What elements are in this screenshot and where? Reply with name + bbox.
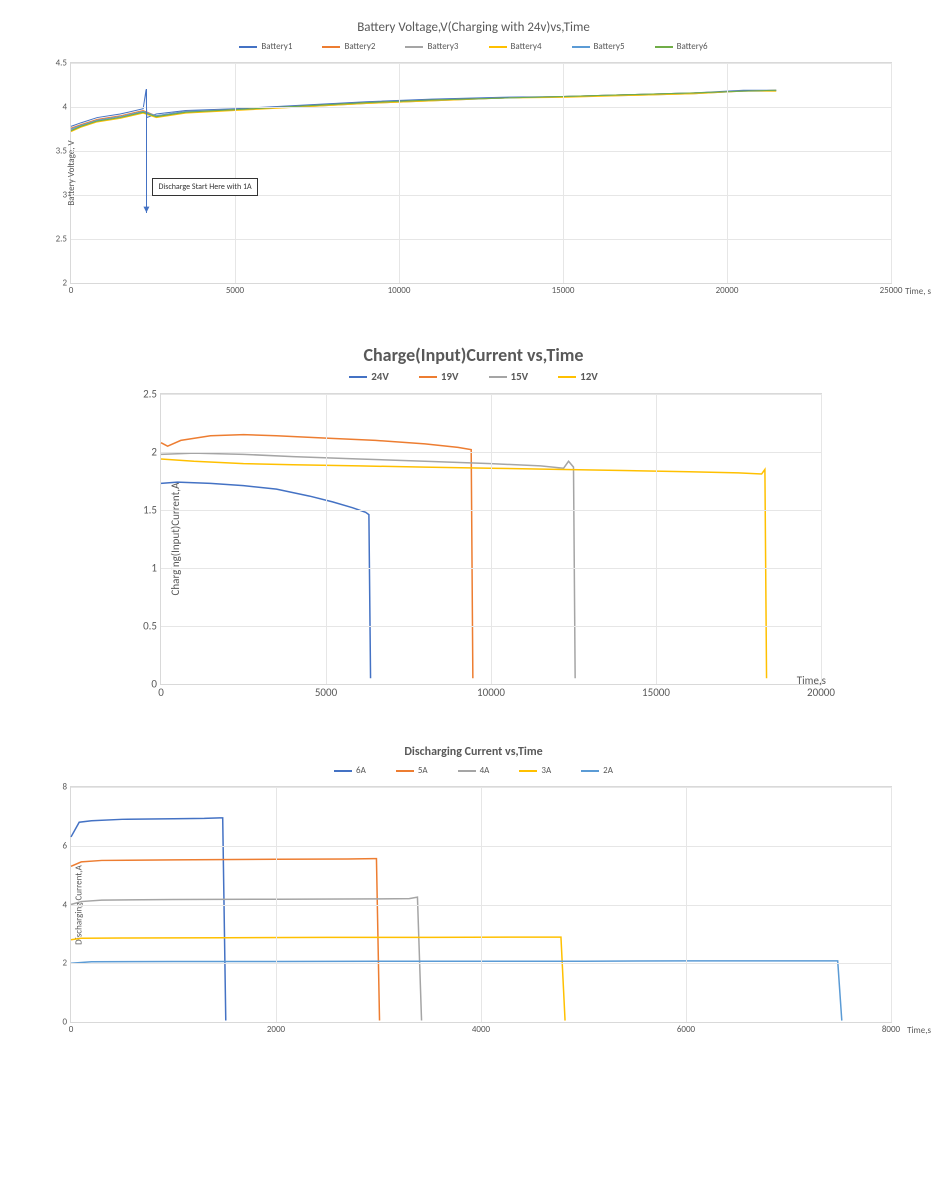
legend-item: 5A	[396, 765, 428, 776]
legend-item: 6A	[334, 765, 366, 776]
legend-item: Battery3	[405, 41, 458, 52]
chart1-svg	[71, 63, 891, 283]
legend-item: 3A	[519, 765, 551, 776]
legend-item: 19V	[419, 370, 459, 383]
chart1-annotation: Discharge Start Here with 1A	[152, 178, 257, 196]
chart1-plot: Battery Voltage, V Time, s 22.533.544.50…	[70, 62, 892, 284]
chart2-container: Charge(Input)Current vs,Time 24V 19V 15V 12…	[100, 344, 847, 685]
chart1-container: Battery Voltage,V(Charging with 24v)vs,T…	[20, 20, 927, 284]
chart3-title: Discharging Current vs,Time	[20, 745, 927, 759]
chart1-title: Battery Voltage,V(Charging with 24v)vs,T…	[20, 20, 927, 35]
legend-item: 12V	[558, 370, 598, 383]
chart1-legend: Battery1 Battery2 Battery3 Battery4 Battery5…	[20, 41, 927, 52]
chart3-xlabel: Time,s	[907, 1025, 931, 1036]
chart3-legend: 6A 5A 4A 3A 2A	[20, 765, 927, 776]
chart3-plot: Discharging Current,A Time,s 02468020004…	[70, 786, 892, 1023]
legend-item: Battery5	[572, 41, 625, 52]
legend-item: Battery2	[322, 41, 375, 52]
chart1-xlabel: Time, s	[905, 286, 931, 297]
legend-item: 4A	[458, 765, 490, 776]
legend-item: Battery6	[655, 41, 708, 52]
legend-item: Battery4	[489, 41, 542, 52]
chart2-plot: Charging(Input)Current,A Time,s 00.511.5…	[160, 393, 822, 685]
legend-item: 15V	[489, 370, 529, 383]
chart2-title: Charge(Input)Current vs,Time	[100, 344, 847, 366]
legend-item: Battery1	[239, 41, 292, 52]
chart3-container: Discharging Current vs,Time 6A 5A 4A 3A 2A D…	[20, 745, 927, 1023]
chart2-legend: 24V 19V 15V 12V	[100, 370, 847, 383]
legend-item: 2A	[581, 765, 613, 776]
legend-item: 24V	[349, 370, 389, 383]
